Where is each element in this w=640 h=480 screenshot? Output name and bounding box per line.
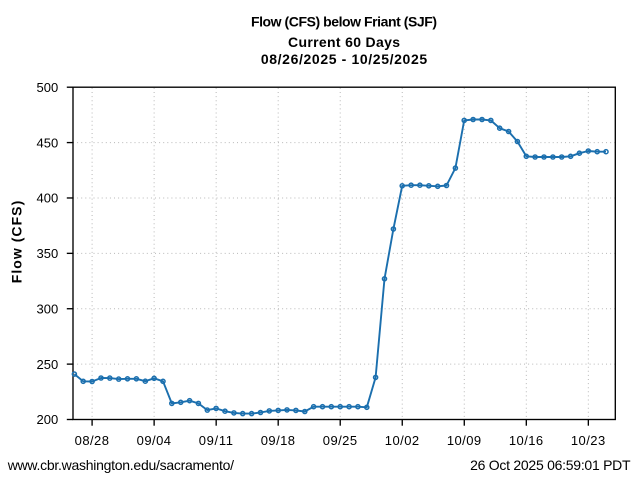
svg-text:www.cbr.washington.edu/sacrame: www.cbr.washington.edu/sacramento/ [7,457,234,473]
svg-text:08/28: 08/28 [75,433,109,448]
svg-text:Flow (CFS) below Friant (SJF): Flow (CFS) below Friant (SJF) [251,13,437,29]
svg-text:09/04: 09/04 [137,433,171,448]
svg-text:Flow (CFS): Flow (CFS) [9,201,25,284]
svg-text:09/18: 09/18 [261,433,295,448]
svg-text:10/23: 10/23 [571,433,605,448]
svg-text:10/16: 10/16 [509,433,543,448]
svg-text:500: 500 [36,80,58,95]
svg-text:350: 350 [36,246,58,261]
svg-text:08/26/2025 - 10/25/2025: 08/26/2025 - 10/25/2025 [261,51,428,67]
svg-text:09/25: 09/25 [323,433,357,448]
svg-text:09/11: 09/11 [199,433,233,448]
svg-text:200: 200 [36,412,58,427]
svg-text:Current 60 Days: Current 60 Days [288,34,400,50]
svg-text:10/02: 10/02 [385,433,419,448]
svg-text:400: 400 [36,191,58,206]
svg-text:450: 450 [36,135,58,150]
svg-text:26 Oct 2025 06:59:01 PDT: 26 Oct 2025 06:59:01 PDT [470,457,631,473]
svg-text:10/09: 10/09 [447,433,481,448]
svg-text:250: 250 [36,357,58,372]
svg-text:300: 300 [36,301,58,316]
